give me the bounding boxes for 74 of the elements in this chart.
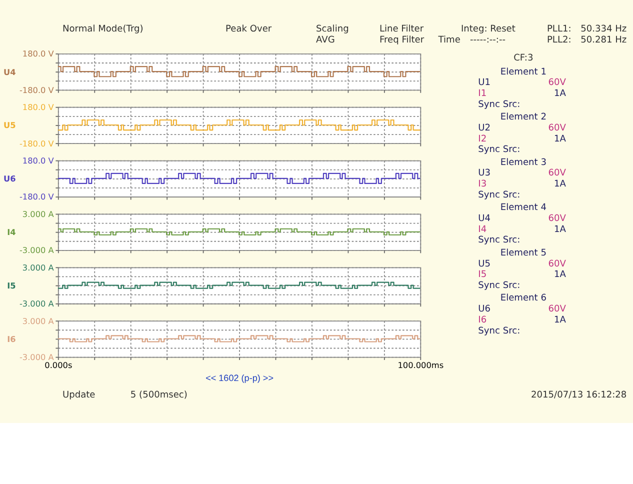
text: CF:3 [514, 54, 534, 64]
y-tick-label: -180.0 V [19, 192, 54, 202]
text: Element 5 [500, 248, 546, 258]
y-tick-label: 3.000 A [22, 262, 54, 272]
y-tick-label: -3.000 A [19, 298, 54, 309]
text: 1A [554, 89, 567, 100]
y-tick-label: 3.000 A [22, 316, 54, 326]
text: Scaling [316, 24, 349, 35]
text: 60V [548, 214, 567, 224]
y-tick-label: -180.0 V [19, 138, 54, 148]
text: U2 [478, 123, 491, 134]
text: 1A [554, 270, 567, 280]
text: Element 6 [500, 294, 547, 304]
text: U6 [4, 174, 16, 184]
text: Time [437, 36, 461, 46]
text: 1A [554, 180, 567, 190]
text: PLL2: [546, 36, 572, 46]
text: U1 [478, 78, 491, 88]
text: AVG [316, 36, 335, 46]
text: U5 [478, 259, 491, 270]
text: Normal Mode(Trg) [62, 24, 144, 35]
text: I5 [478, 270, 487, 280]
x-tick-label: 0.000s [44, 360, 72, 370]
text: U3 [478, 168, 491, 179]
text: I4 [478, 224, 487, 235]
text: 1A [554, 315, 567, 326]
text: U6 [478, 304, 491, 315]
x-tick-label: 100.000ms [398, 360, 444, 370]
text: 1A [554, 224, 567, 235]
text: Sync Src: [478, 236, 520, 246]
text: Element 1 [500, 67, 546, 78]
text: I5 [7, 280, 16, 290]
text: I6 [7, 334, 16, 344]
text: Integ: Reset [460, 24, 516, 35]
text: Sync Src: [478, 281, 520, 292]
text: Freq Filter [379, 36, 424, 46]
text: Line Filter [379, 24, 424, 35]
text: U4 [4, 66, 16, 77]
text: Sync Src: [478, 145, 520, 156]
text: Sync Src: [478, 326, 520, 336]
text: I6 [478, 315, 487, 326]
text: Element 2 [500, 112, 546, 123]
text: I4 [7, 227, 16, 238]
text: Element 4 [500, 203, 547, 214]
text: I2 [478, 134, 487, 144]
y-tick-label: -3.000 A [19, 352, 54, 362]
x-axis-title: << 1602 (p-p) >> [206, 372, 274, 383]
y-tick-label: -180.0 V [19, 84, 54, 95]
text: 5 (500msec) [130, 390, 188, 401]
text: 50.281 Hz [580, 36, 627, 46]
text: -----:--:-- [470, 36, 506, 46]
text: 60V [548, 259, 567, 270]
y-tick-label: -3.000 A [19, 245, 54, 256]
y-tick-label: 3.000 A [22, 208, 54, 219]
text: 50.334 Hz [580, 24, 627, 35]
y-tick-label: 180.0 V [22, 102, 54, 112]
text: Update [62, 390, 96, 401]
text: PLL1: [546, 24, 572, 35]
text: Peak Over [225, 24, 272, 35]
text: 60V [548, 123, 567, 134]
y-tick-label: 180.0 V [22, 156, 54, 166]
text: 60V [548, 168, 567, 179]
y-tick-label: 180.0 V [22, 48, 54, 59]
text: Element 3 [500, 158, 547, 168]
text: Sync Src: [478, 100, 520, 110]
text: 60V [548, 304, 567, 315]
text: 2015/07/13 16:12:28 [531, 390, 627, 401]
text: U5 [4, 120, 16, 130]
text: I3 [478, 180, 487, 190]
text: U4 [478, 214, 491, 224]
text: Sync Src: [478, 190, 520, 200]
text: 1A [554, 134, 567, 144]
text: 60V [548, 78, 567, 88]
text: I1 [478, 89, 487, 100]
